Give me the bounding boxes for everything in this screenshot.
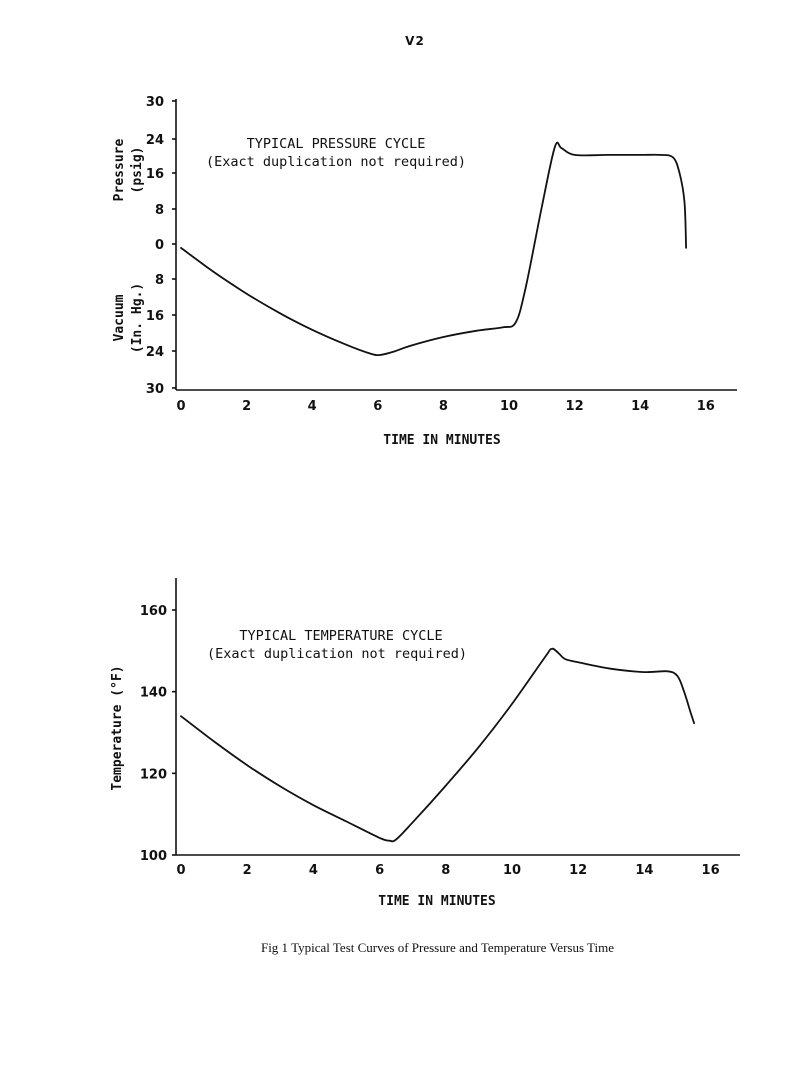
vacuum-y-title-2: (In. Hg.)	[130, 283, 145, 353]
pressure-y-title-upper-2: (psig)	[130, 147, 145, 194]
pressure-y-tick-label: 30	[146, 382, 164, 397]
figure-caption: Fig 1 Typical Test Curves of Pressure an…	[260, 940, 615, 955]
temperature-chart: TYPICAL TEMPERATURE CYCLE (Exact duplica…	[110, 578, 740, 909]
temperature-y-tick-label: 100	[140, 849, 167, 864]
pressure-y-tick-label: 8	[155, 203, 164, 218]
pressure-x-tick-label: 2	[242, 399, 251, 414]
pressure-chart-subtitle: (Exact duplication not required)	[206, 154, 466, 170]
pressure-x-tick-label: 16	[697, 399, 715, 414]
temperature-x-tick-label: 16	[702, 863, 720, 878]
pressure-y-tick-label: 24	[146, 133, 164, 148]
pressure-y-tick-label: 16	[146, 309, 164, 324]
pressure-x-axis-title: TIME IN MINUTES	[383, 433, 501, 448]
pressure-x-tick-label: 10	[500, 399, 518, 414]
temperature-x-tick-label: 2	[243, 863, 252, 878]
temperature-curve	[180, 647, 695, 843]
temperature-chart-subtitle: (Exact duplication not required)	[207, 646, 467, 662]
vacuum-y-title-1: Vacuum	[112, 294, 127, 341]
temperature-x-tick-label: 14	[635, 863, 653, 878]
temperature-x-tick-label: 8	[441, 863, 450, 878]
temperature-y-tick-label: 140	[140, 686, 167, 701]
pressure-x-tick-label: 14	[631, 399, 649, 414]
temperature-x-tick-label: 10	[503, 863, 521, 878]
pressure-y-tick-label: 30	[146, 95, 164, 110]
pressure-y-tick-label: 8	[155, 273, 164, 288]
pressure-chart: TYPICAL PRESSURE CYCLE (Exact duplicatio…	[112, 95, 737, 448]
pressure-x-tick-label: 8	[439, 399, 448, 414]
pressure-y-tick-label: 24	[146, 345, 164, 360]
pressure-curve	[180, 141, 687, 357]
temperature-chart-title: TYPICAL TEMPERATURE CYCLE	[239, 628, 442, 644]
temperature-x-tick-label: 6	[375, 863, 384, 878]
temperature-x-tick-label: 4	[309, 863, 318, 878]
pressure-y-title-upper-1: Pressure	[112, 139, 127, 202]
temperature-x-tick-label: 0	[176, 863, 185, 878]
pressure-y-tick-label: 0	[155, 238, 164, 253]
pressure-chart-title: TYPICAL PRESSURE CYCLE	[247, 136, 426, 152]
pressure-y-tick-label: 16	[146, 167, 164, 182]
pressure-x-tick-label: 6	[373, 399, 382, 414]
temperature-y-axis-title: Temperature (°F)	[110, 665, 125, 790]
pressure-x-tick-label: 4	[308, 399, 317, 414]
temperature-y-tick-label: 160	[140, 604, 167, 619]
page-header: V2	[405, 34, 425, 48]
temperature-x-axis-title: TIME IN MINUTES	[378, 894, 496, 909]
temperature-x-tick-label: 12	[569, 863, 587, 878]
pressure-x-tick-label: 12	[566, 399, 584, 414]
temperature-y-tick-label: 120	[140, 767, 167, 782]
pressure-x-tick-label: 0	[176, 399, 185, 414]
